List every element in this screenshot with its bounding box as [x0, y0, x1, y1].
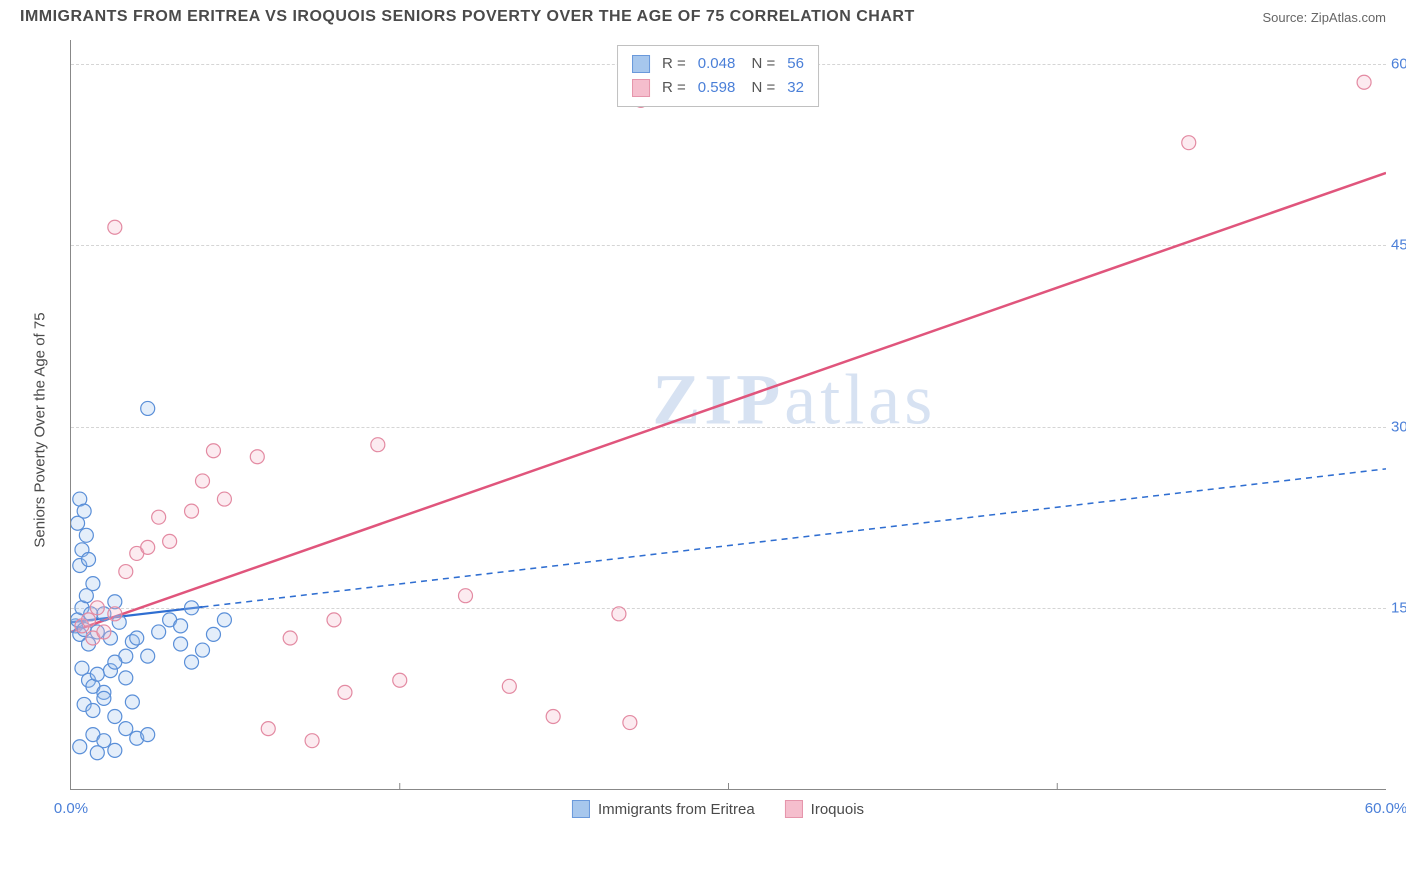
legend-series: Immigrants from Eritrea Iroquois — [572, 800, 864, 818]
plot-svg — [71, 40, 1386, 789]
chart-container: Seniors Poverty Over the Age of 75 ZIPat… — [50, 40, 1386, 820]
legend-correlation: R = 0.048 N = 56 R = 0.598 N = 32 — [617, 45, 819, 107]
chart-header: IMMIGRANTS FROM ERITREA VS IROQUOIS SENI… — [0, 0, 1406, 30]
legend-row-series1: R = 0.048 N = 56 — [632, 52, 804, 76]
ytick-label: 30.0% — [1391, 418, 1406, 435]
plot-area: ZIPatlas 15.0%30.0%45.0%60.0%0.0%60.0% — [70, 40, 1386, 790]
chart-title: IMMIGRANTS FROM ERITREA VS IROQUOIS SENI… — [20, 8, 915, 26]
ytick-label: 60.0% — [1391, 56, 1406, 73]
legend-item-series2: Iroquois — [785, 800, 864, 818]
chart-source: Source: ZipAtlas.com — [1262, 10, 1386, 25]
legend-swatch-bottom1 — [572, 800, 590, 818]
yaxis-title: Seniors Poverty Over the Age of 75 — [32, 312, 49, 547]
legend-item-series1: Immigrants from Eritrea — [572, 800, 755, 818]
legend-swatch-bottom2 — [785, 800, 803, 818]
legend-label-series1: Immigrants from Eritrea — [598, 801, 755, 818]
legend-swatch-series1 — [632, 55, 650, 73]
legend-row-series2: R = 0.598 N = 32 — [632, 76, 804, 100]
xtick-label: 60.0% — [1365, 800, 1406, 817]
legend-swatch-series2 — [632, 79, 650, 97]
xtick-label: 0.0% — [54, 800, 88, 817]
legend-label-series2: Iroquois — [811, 801, 864, 818]
ytick-label: 15.0% — [1391, 599, 1406, 616]
ytick-label: 45.0% — [1391, 237, 1406, 254]
